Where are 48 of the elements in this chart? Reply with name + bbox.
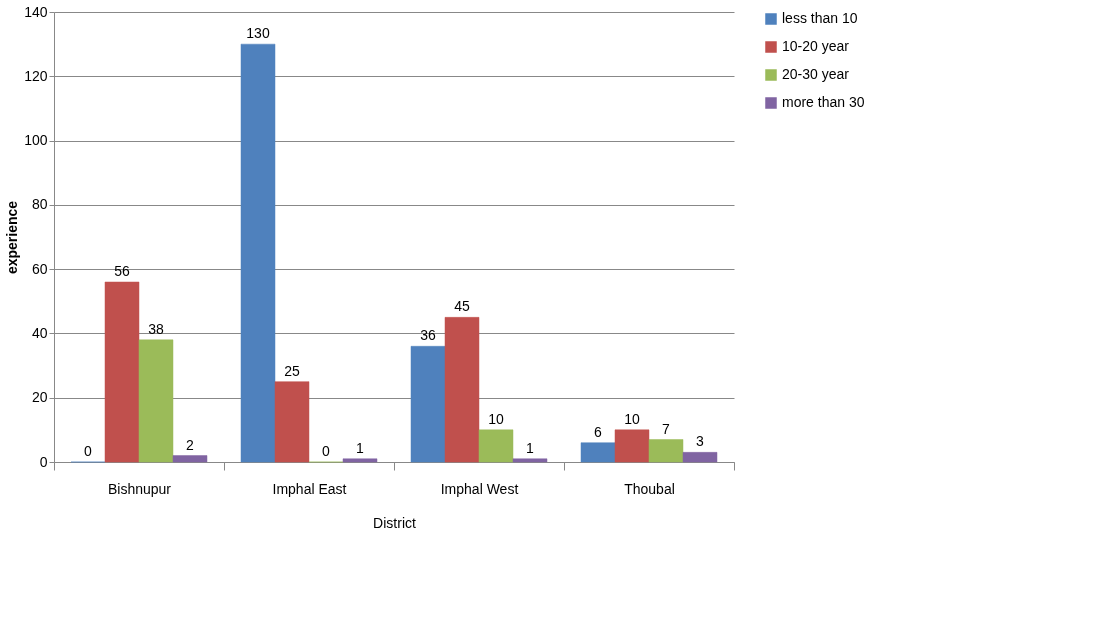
y-tick-label: 40: [31, 324, 48, 341]
data-label: 130: [246, 25, 270, 42]
data-label: 0: [322, 443, 331, 459]
data-label: 0: [84, 443, 93, 459]
bar: [682, 452, 718, 463]
x-tick-label: Imphal West: [440, 480, 519, 497]
data-label: 56: [114, 263, 130, 279]
x-tick-label: Thoubal: [624, 480, 675, 497]
y-tick-label: 80: [31, 196, 48, 213]
y-tick-label: 100: [24, 132, 48, 149]
data-label: 1: [526, 439, 535, 456]
y-axis-title: experience: [4, 200, 21, 275]
data-label: 2: [186, 436, 195, 453]
y-tick-label: 140: [24, 3, 48, 20]
legend-label: 20-30 year: [782, 66, 850, 82]
data-label: 6: [594, 423, 603, 440]
bar: [648, 439, 684, 463]
bar: [410, 346, 446, 463]
bar: [342, 458, 378, 463]
y-tick-label: 20: [31, 389, 48, 406]
data-label: 25: [284, 362, 300, 379]
data-label: 10: [488, 410, 504, 427]
x-axis-title: District: [373, 514, 416, 531]
y-tick-label: 120: [24, 67, 48, 84]
data-label: 45: [454, 298, 470, 315]
x-tick-label: Imphal East: [272, 480, 347, 497]
y-tick-label: 0: [39, 453, 48, 470]
bar: [104, 281, 140, 463]
bar: [172, 455, 208, 463]
legend-label: more than 30: [782, 94, 865, 110]
bar: [478, 429, 514, 463]
bar: [138, 339, 174, 463]
bar: [274, 381, 310, 463]
legend-label: 10-20 year: [782, 38, 850, 54]
data-label: 38: [148, 320, 164, 337]
data-label: 36: [420, 327, 436, 344]
x-tick-label: Bishnupur: [107, 480, 172, 497]
bar: [444, 317, 480, 463]
legend-label: less than 10: [782, 10, 858, 26]
y-tick-label: 60: [31, 260, 48, 277]
data-label: 3: [696, 433, 705, 450]
data-label: 1: [356, 439, 365, 456]
bar: [240, 43, 276, 463]
data-label: 7: [662, 420, 671, 437]
data-label: 10: [624, 410, 640, 427]
bar: [580, 442, 616, 463]
bar: [614, 429, 650, 463]
bar: [512, 458, 548, 463]
